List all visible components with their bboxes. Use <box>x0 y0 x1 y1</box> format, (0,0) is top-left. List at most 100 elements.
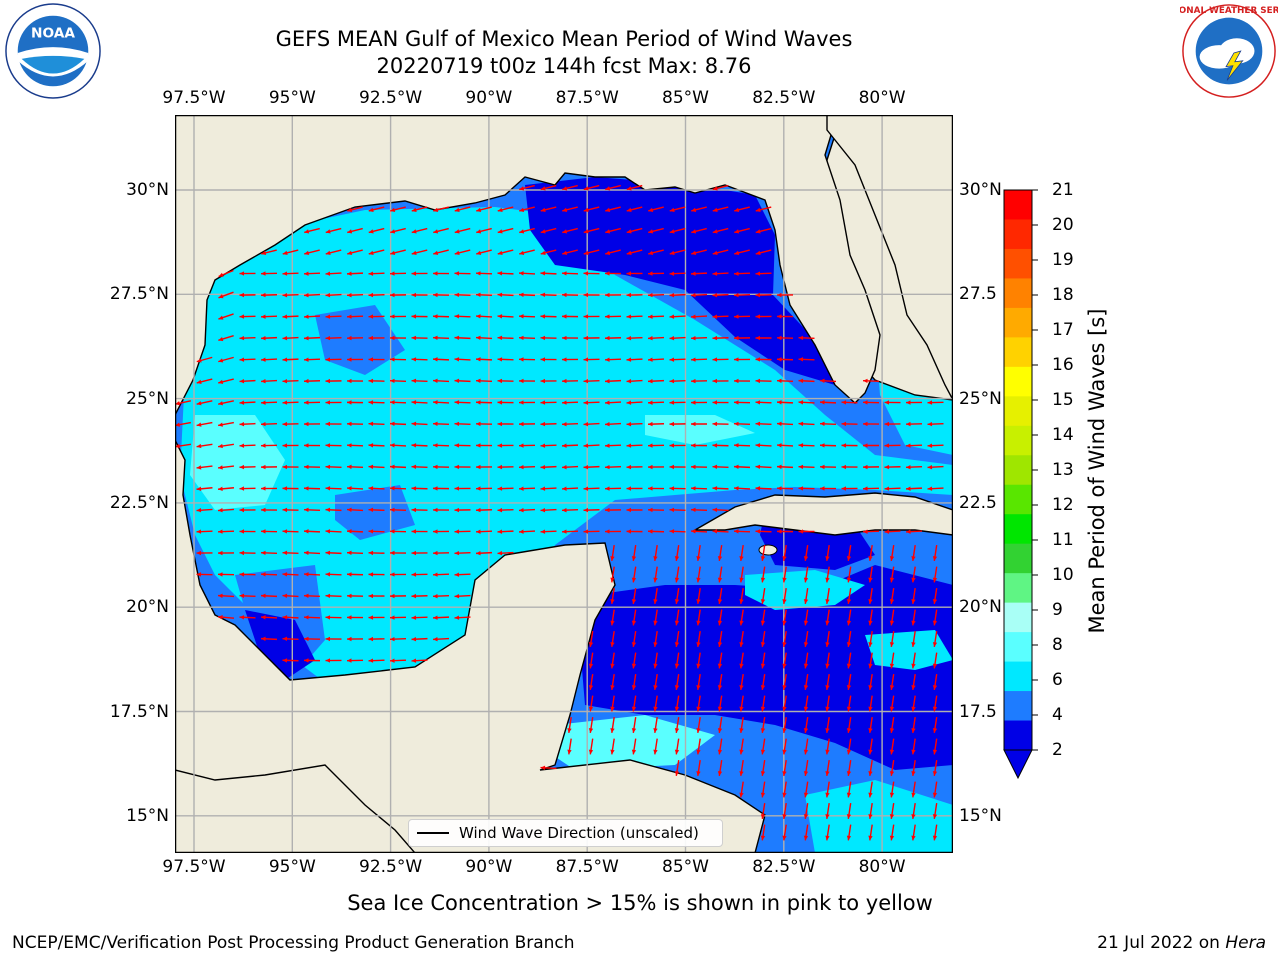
wind-arrow <box>218 291 234 299</box>
wind-arrow <box>884 464 901 470</box>
wind-arrow <box>610 630 615 648</box>
wind-arrow <box>583 421 600 427</box>
wind-arrow <box>868 587 873 605</box>
wind-arrow <box>691 227 707 234</box>
wind-arrow <box>733 529 751 534</box>
wind-arrow <box>583 249 600 255</box>
wind-arrow <box>260 400 278 405</box>
lon-tick-bottom: 82.5°W <box>752 857 816 877</box>
wind-arrow <box>325 400 342 405</box>
wind-arrow <box>889 566 895 583</box>
wind-arrow <box>690 335 708 341</box>
wind-arrow <box>782 738 787 755</box>
wind-arrow <box>583 357 600 362</box>
wind-arrow <box>368 292 385 298</box>
svg-text:NOAA: NOAA <box>31 25 75 41</box>
wind-arrow <box>626 443 643 448</box>
wind-arrow <box>739 652 744 669</box>
wind-arrow <box>561 314 579 319</box>
lat-tick-right: 30°N <box>959 180 1002 200</box>
wind-arrow <box>389 357 407 362</box>
colorbar-tick-label: 4 <box>1052 705 1063 725</box>
wind-arrow <box>605 249 621 255</box>
wind-arrow <box>776 292 794 298</box>
wind-arrow <box>433 227 449 234</box>
wind-arrow <box>519 206 535 212</box>
wind-arrow <box>932 824 938 841</box>
wind-arrow <box>518 314 536 319</box>
wind-arrow <box>389 378 407 384</box>
wind-arrow <box>690 293 708 298</box>
wind-arrow <box>755 292 772 298</box>
wind-arrow <box>389 572 407 577</box>
wind-arrow <box>497 551 514 556</box>
wind-arrow <box>669 357 686 362</box>
wind-arrow <box>432 637 450 642</box>
wind-arrow <box>325 443 342 448</box>
lat-tick-right: 22.5 <box>959 492 997 513</box>
wind-arrow <box>303 529 321 534</box>
wind-arrow <box>825 802 830 820</box>
wind-arrow <box>390 206 406 212</box>
wind-arrow <box>717 759 723 777</box>
dark-blue-area <box>525 177 835 385</box>
wind-arrow <box>803 652 809 669</box>
wind-arrow <box>803 673 809 691</box>
wind-arrow <box>690 271 708 276</box>
wind-arrow <box>196 550 213 556</box>
colorbar-tick-label: 6 <box>1052 670 1063 690</box>
wind-arrow <box>884 421 901 427</box>
wind-arrow <box>411 357 428 362</box>
wind-arrow <box>911 587 916 605</box>
wind-arrow <box>631 630 637 648</box>
wind-arrow <box>497 443 514 448</box>
wind-arrow <box>239 464 256 470</box>
wind-arrow <box>411 658 428 663</box>
wind-arrow <box>282 292 299 298</box>
wind-arrow <box>674 716 680 734</box>
wind-arrow <box>932 587 938 605</box>
wind-arrow <box>497 400 514 405</box>
wind-arrow <box>239 550 256 556</box>
colorbar-band <box>1004 602 1032 633</box>
lat-tick-left: 30°N <box>126 180 169 200</box>
wind-arrow <box>475 550 493 556</box>
wind-arrow <box>561 529 579 534</box>
wind-arrow <box>196 378 213 384</box>
wind-arrow <box>497 464 514 470</box>
wind-arrow <box>588 630 594 648</box>
colorbar-tick-label: 19 <box>1052 250 1074 270</box>
wind-arrow <box>196 443 213 449</box>
wind-arrow <box>717 695 723 712</box>
wind-arrow <box>631 566 637 583</box>
wind-arrow <box>825 587 830 605</box>
wind-arrow <box>669 507 686 513</box>
wind-arrow <box>712 529 729 534</box>
wind-arrow <box>346 507 364 512</box>
wind-arrow <box>798 464 815 470</box>
wind-arrow <box>583 464 600 470</box>
wind-wave-map <box>175 115 953 853</box>
wind-arrow <box>911 781 916 798</box>
wind-arrow <box>389 593 407 599</box>
wind-arrow <box>712 227 729 234</box>
wind-arrow <box>454 615 471 620</box>
wind-arrow <box>717 652 723 669</box>
wind-arrow <box>712 486 729 491</box>
wind-arrow <box>411 550 428 556</box>
lat-tick-right: 15°N <box>959 805 1002 826</box>
wind-arrow <box>346 400 364 405</box>
wind-arrow <box>734 249 750 255</box>
wind-arrow <box>717 587 723 605</box>
wind-arrow <box>432 335 450 341</box>
wind-arrow <box>347 206 363 212</box>
wind-arrow <box>368 658 385 663</box>
wind-arrow <box>846 673 852 691</box>
wind-arrow <box>782 824 787 841</box>
wind-arrow <box>432 572 450 577</box>
wind-arrow <box>776 443 794 448</box>
wind-arrow <box>325 249 342 255</box>
wind-arrow <box>696 738 701 755</box>
lon-tick-top: 97.5°W <box>162 88 226 108</box>
wind-arrow <box>782 587 787 605</box>
